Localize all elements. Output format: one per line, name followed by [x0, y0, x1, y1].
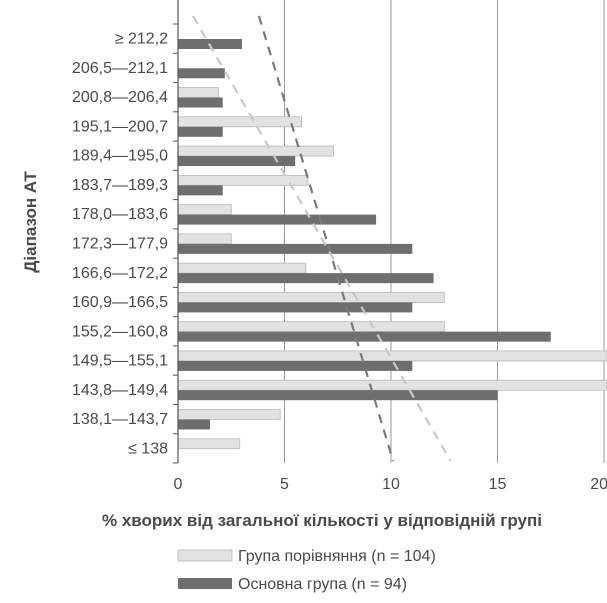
y-tick-label: 166,6—172,2: [72, 265, 168, 282]
x-axis-title: % хворих від загальної кількості у відпо…: [102, 511, 542, 530]
bar-main-12: [178, 390, 498, 401]
trend-lines: [191, 15, 452, 462]
y-tick-label: 183,7—189,3: [72, 177, 168, 194]
y-tick-label: 200,8—206,4: [72, 89, 168, 106]
trend-line-main: [257, 15, 395, 462]
x-tick-label: 20: [590, 476, 607, 493]
x-tick-label: 0: [174, 476, 183, 493]
legend-swatch-comparison: [177, 549, 233, 562]
x-tick-label: 10: [382, 476, 400, 493]
bar-main-1: [178, 68, 225, 79]
bars: [177, 39, 607, 450]
bar-comparison-5: [177, 174, 309, 186]
bar-comparison-12: [177, 379, 607, 391]
bar-comparison-10: [177, 321, 445, 333]
bar-main-3: [178, 126, 223, 137]
bar-main-2: [178, 97, 223, 108]
legend-swatch-main: [178, 578, 232, 589]
bar-comparison-13: [177, 409, 281, 420]
y-tick-label: 195,1—200,7: [72, 118, 168, 135]
bar-comparison-9: [177, 291, 445, 303]
bar-comparison-8: [177, 262, 307, 274]
y-tick-label: 138,1—143,7: [72, 411, 168, 428]
bar-comparison-11: [177, 350, 607, 362]
bar-main-11: [178, 360, 413, 371]
y-tick-label: 155,2—160,8: [72, 323, 168, 340]
bar-comparison-4: [177, 145, 334, 157]
y-tick-labels: ≥ 212,2 206,5—212,1 200,8—206,4 195,1—200,7…: [72, 31, 168, 458]
legend-label-main: Основна група (n = 94): [238, 576, 407, 593]
y-tick-label: 206,5—212,1: [72, 60, 168, 77]
y-tick-label: 172,3—177,9: [72, 236, 168, 253]
bar-main-13: [178, 419, 210, 430]
bar-main-8: [178, 273, 434, 284]
bar-comparison-3: [177, 116, 302, 128]
y-tick-label: 160,9—166,5: [72, 294, 168, 311]
y-axis-title: Діапазон АТ: [21, 171, 40, 273]
bar-main-6: [178, 214, 377, 225]
y-tick-label: 143,8—149,4: [72, 382, 168, 399]
bar-main-5: [178, 185, 223, 196]
y-tick-label: 189,4—195,0: [72, 148, 168, 165]
bar-comparison-7: [177, 233, 232, 245]
legend-label-comparison: Група порівняння (n = 104): [238, 548, 436, 565]
bar-comparison-6: [177, 204, 232, 216]
axes: [173, 0, 179, 464]
bar-comparison-14: [177, 438, 241, 450]
x-tick-label: 5: [280, 476, 289, 493]
y-tick-label: 149,5—155,1: [72, 353, 168, 370]
legend: Група порівняння (n = 104) Основна група…: [177, 548, 436, 593]
y-tick-label: ≥ 212,2: [115, 31, 168, 48]
bar-comparison-2: [177, 87, 219, 98]
x-tick-labels: 0 5 10 15 20: [174, 476, 607, 493]
bar-main-4: [178, 156, 296, 167]
y-tick-label: ≤ 138: [128, 440, 168, 457]
x-tick-label: 15: [489, 476, 507, 493]
bar-main-7: [178, 243, 413, 254]
trend-line-comparison: [191, 15, 452, 462]
bar-main-10: [178, 331, 551, 342]
bar-main-9: [178, 302, 413, 313]
y-tick-label: 178,0—183,6: [72, 206, 168, 223]
